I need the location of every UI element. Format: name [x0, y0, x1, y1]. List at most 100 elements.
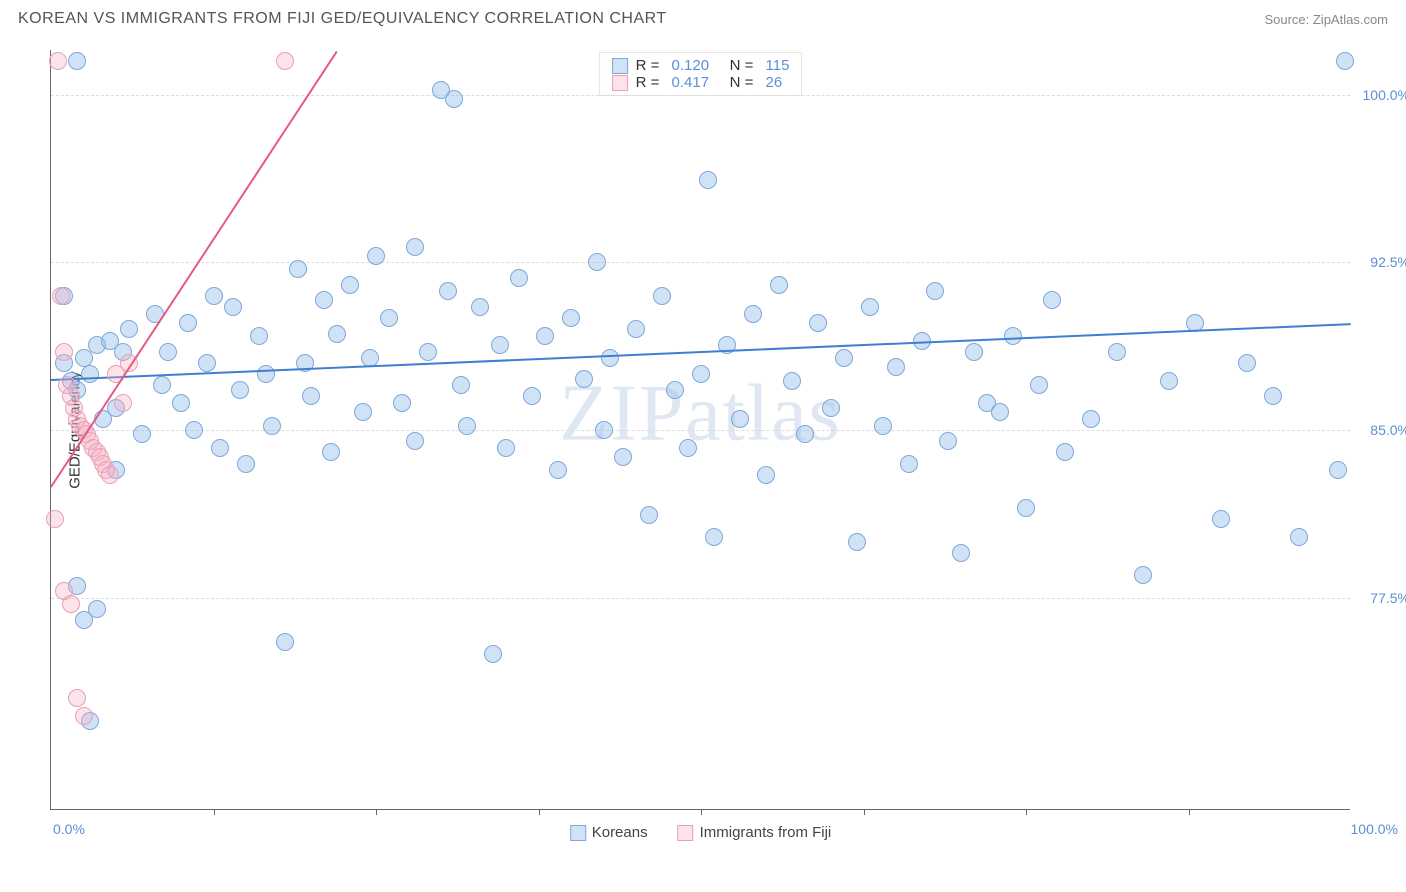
xtick [1026, 809, 1027, 815]
scatter-point [1030, 376, 1048, 394]
scatter-point [380, 309, 398, 327]
scatter-point [445, 90, 463, 108]
legend-item-koreans: Koreans [570, 824, 648, 841]
scatter-point [523, 387, 541, 405]
scatter-point [614, 448, 632, 466]
scatter-point [861, 298, 879, 316]
scatter-point [595, 421, 613, 439]
chart-title: KOREAN VS IMMIGRANTS FROM FIJI GED/EQUIV… [18, 10, 667, 28]
scatter-point [205, 287, 223, 305]
scatter-point [731, 410, 749, 428]
scatter-point [562, 309, 580, 327]
ytick-label: 77.5% [1370, 590, 1406, 606]
scatter-point [328, 325, 346, 343]
series-legend: Koreans Immigrants from Fiji [570, 824, 832, 841]
scatter-point [939, 432, 957, 450]
scatter-point [68, 689, 86, 707]
scatter-point [1238, 354, 1256, 372]
scatter-point [471, 298, 489, 316]
scatter-point [257, 365, 275, 383]
scatter-point [484, 645, 502, 663]
scatter-point [1160, 372, 1178, 390]
scatter-point [757, 466, 775, 484]
scatter-point [367, 247, 385, 265]
scatter-point [55, 343, 73, 361]
scatter-point [1043, 291, 1061, 309]
swatch-blue [612, 58, 628, 74]
swatch-blue-icon [570, 825, 586, 841]
scatter-point [322, 443, 340, 461]
scatter-point [179, 314, 197, 332]
swatch-pink-icon [678, 825, 694, 841]
scatter-point [354, 403, 372, 421]
scatter-point [302, 387, 320, 405]
scatter-point [1082, 410, 1100, 428]
scatter-point [237, 455, 255, 473]
scatter-point [1329, 461, 1347, 479]
scatter-point [887, 358, 905, 376]
scatter-point [49, 52, 67, 70]
scatter-point [874, 417, 892, 435]
scatter-point [52, 287, 70, 305]
scatter-point [770, 276, 788, 294]
scatter-point [198, 354, 216, 372]
scatter-point [1004, 327, 1022, 345]
scatter-point [172, 394, 190, 412]
scatter-point [744, 305, 762, 323]
scatter-point [1264, 387, 1282, 405]
scatter-point [705, 528, 723, 546]
scatter-point [699, 171, 717, 189]
scatter-point [250, 327, 268, 345]
scatter-point [692, 365, 710, 383]
legend-item-fiji: Immigrants from Fiji [678, 824, 832, 841]
ytick-label: 85.0% [1370, 422, 1406, 438]
scatter-point [276, 52, 294, 70]
scatter-point [653, 287, 671, 305]
scatter-point [133, 425, 151, 443]
scatter-point [1056, 443, 1074, 461]
scatter-point [848, 533, 866, 551]
swatch-pink [612, 75, 628, 91]
scatter-point [952, 544, 970, 562]
scatter-point [406, 432, 424, 450]
scatter-point [926, 282, 944, 300]
scatter-point [1290, 528, 1308, 546]
scatter-point [822, 399, 840, 417]
scatter-point [439, 282, 457, 300]
scatter-point [1134, 566, 1152, 584]
scatter-point [341, 276, 359, 294]
scatter-point [1212, 510, 1230, 528]
scatter-point [276, 633, 294, 651]
scatter-point [315, 291, 333, 309]
xtick [1189, 809, 1190, 815]
scatter-point [679, 439, 697, 457]
scatter-point [497, 439, 515, 457]
scatter-point [458, 417, 476, 435]
scatter-point [549, 461, 567, 479]
scatter-point [1336, 52, 1354, 70]
scatter-point [406, 238, 424, 256]
xtick [214, 809, 215, 815]
scatter-point [809, 314, 827, 332]
scatter-point [81, 365, 99, 383]
scatter-point [114, 394, 132, 412]
xaxis-max-label: 100.0% [1351, 821, 1398, 837]
scatter-point [231, 381, 249, 399]
gridline [51, 430, 1350, 431]
scatter-point [510, 269, 528, 287]
scatter-point [640, 506, 658, 524]
scatter-point [289, 260, 307, 278]
scatter-point [900, 455, 918, 473]
scatter-point [224, 298, 242, 316]
gridline [51, 598, 1350, 599]
scatter-point [101, 466, 119, 484]
scatter-point [46, 510, 64, 528]
scatter-point [185, 421, 203, 439]
scatter-point [666, 381, 684, 399]
gridline [51, 95, 1350, 96]
scatter-point [120, 320, 138, 338]
scatter-point [965, 343, 983, 361]
scatter-point [601, 349, 619, 367]
scatter-point [783, 372, 801, 390]
xtick [701, 809, 702, 815]
